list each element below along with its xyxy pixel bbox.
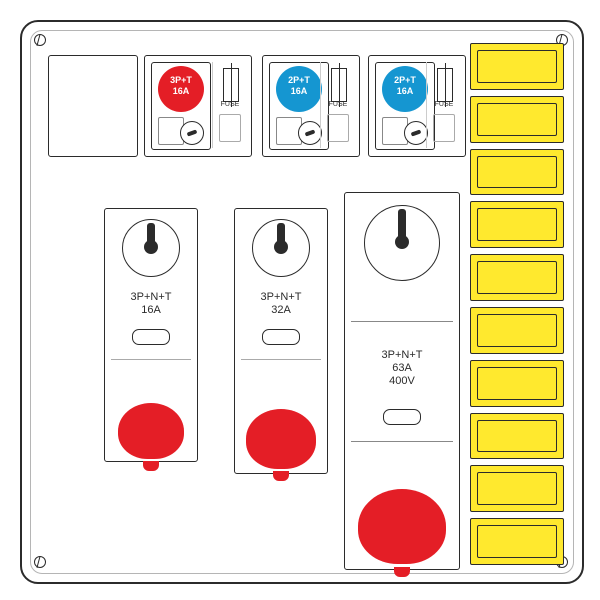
plug-cap[interactable] xyxy=(358,489,446,564)
breaker-slot[interactable] xyxy=(470,413,564,460)
fuse-vent xyxy=(433,114,455,142)
rotary-hub xyxy=(274,240,288,254)
divider xyxy=(241,359,321,360)
socket-label: 3P+T16A xyxy=(152,75,210,97)
fuse-vent xyxy=(327,114,349,142)
breaker-slot[interactable] xyxy=(470,43,564,90)
divider xyxy=(351,321,453,322)
breaker-slot[interactable] xyxy=(470,201,564,248)
canvas: 3P+T16A FUSE 2P+T16A FUSE 2P+T16A xyxy=(0,0,600,600)
plug-tab xyxy=(143,461,159,471)
socket-face[interactable]: 3P+T16A xyxy=(158,66,204,112)
breaker-column xyxy=(468,40,566,568)
fuse-label: FUSE xyxy=(427,101,461,108)
outlet-63a: 3P+N+T63A400V xyxy=(344,192,460,570)
breaker-slot[interactable] xyxy=(470,307,564,354)
fuse-icon xyxy=(331,68,347,102)
plug-cap[interactable] xyxy=(118,403,184,459)
fuse-label: FUSE xyxy=(321,101,355,108)
divider xyxy=(111,359,191,360)
rotary-switch[interactable] xyxy=(298,121,322,145)
plug-cap[interactable] xyxy=(246,409,316,469)
socket-blue-16a-2: 2P+T16A FUSE xyxy=(368,55,466,157)
socket-body[interactable]: 3P+T16A xyxy=(151,62,211,150)
plug-tab xyxy=(273,471,289,481)
fuse-icon xyxy=(223,68,239,102)
socket-face[interactable]: 2P+T16A xyxy=(382,66,428,112)
fuse-panel: FUSE xyxy=(212,62,247,148)
indicator-window xyxy=(383,409,421,425)
socket-face[interactable]: 2P+T16A xyxy=(276,66,322,112)
outlet-rating: 3P+N+T63A400V xyxy=(345,349,459,388)
breaker-slot[interactable] xyxy=(470,465,564,512)
outlet-16a: 3P+N+T16A xyxy=(104,208,198,462)
indicator-window xyxy=(132,329,170,345)
fuse-label: FUSE xyxy=(213,101,247,108)
screw-top-left xyxy=(34,34,46,46)
outlet-32a: 3P+N+T32A xyxy=(234,208,328,474)
distribution-panel: 3P+T16A FUSE 2P+T16A FUSE 2P+T16A xyxy=(20,20,584,584)
outlet-rating: 3P+N+T16A xyxy=(105,291,197,317)
indicator-window xyxy=(262,329,300,345)
blank-plate xyxy=(48,55,138,157)
fuse-vent xyxy=(219,114,241,142)
breaker-slot[interactable] xyxy=(470,96,564,143)
outlet-rating: 3P+N+T32A xyxy=(235,291,327,317)
fuse-icon xyxy=(437,68,453,102)
breaker-slot[interactable] xyxy=(470,360,564,407)
breaker-slot[interactable] xyxy=(470,149,564,196)
fuse-panel: FUSE xyxy=(426,62,461,148)
fuse-panel: FUSE xyxy=(320,62,355,148)
rotary-hub xyxy=(144,240,158,254)
breaker-slot[interactable] xyxy=(470,254,564,301)
screw-bottom-left xyxy=(34,556,46,568)
socket-red-16a: 3P+T16A FUSE xyxy=(144,55,252,157)
rotary-switch[interactable] xyxy=(404,121,428,145)
rotary-switch[interactable] xyxy=(180,121,204,145)
socket-blue-16a-1: 2P+T16A FUSE xyxy=(262,55,360,157)
rotary-hub xyxy=(395,235,409,249)
plug-tab xyxy=(394,567,410,577)
divider xyxy=(351,441,453,442)
breaker-slot[interactable] xyxy=(470,518,564,565)
